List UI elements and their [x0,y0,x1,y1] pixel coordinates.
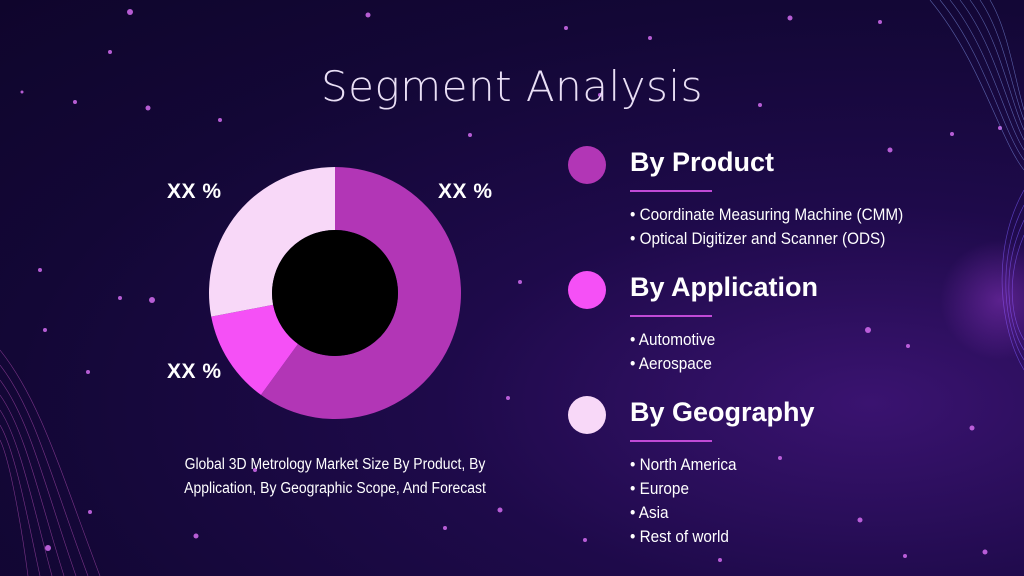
legend-heading-product: By Product [630,147,775,177]
list-item: Europe [630,477,737,501]
legend-heading-geography: By Geography [630,397,815,427]
legend-segment-application: By Application Automotive Aerospace [568,270,1008,395]
legend-items-product: Coordinate Measuring Machine (CMM) Optic… [630,203,904,251]
legend-items-geography: North America Europe Asia Rest of world [630,453,737,549]
list-item: Rest of world [630,525,737,549]
donut-chart [200,158,470,428]
donut-slice-product [260,167,461,419]
donut-slice-application [211,304,298,395]
chart-caption: Global 3D Metrology Market Size By Produ… [169,453,502,501]
legend-dot-geography [568,396,606,434]
legend-dot-product [568,146,606,184]
page-title: Segment Analysis [321,62,703,111]
list-item: Asia [630,501,737,525]
data-label-product: XX % [438,180,493,203]
legend-items-application: Automotive Aerospace [630,328,716,376]
donut-hole [272,230,398,356]
heading-underline [630,315,712,317]
legend-segment-product: By Product Coordinate Measuring Machine … [568,145,1008,270]
legend-segment-geography: By Geography North America Europe Asia R… [568,395,1008,546]
legend-dot-application [568,271,606,309]
list-item: Aerospace [630,352,715,376]
wave-lines-bottom-left [0,349,101,576]
legend-heading-application: By Application [630,272,819,302]
list-item: Coordinate Measuring Machine (CMM) [630,203,904,227]
list-item: Optical Digitizer and Scanner (ODS) [630,227,903,251]
data-label-application: XX % [167,360,222,383]
list-item: Automotive [630,328,716,352]
segment-legend: By Product Coordinate Measuring Machine … [568,145,1008,546]
heading-underline [630,440,712,442]
heading-underline [630,190,712,192]
list-item: North America [630,453,737,477]
data-label-geography: XX % [167,180,222,203]
caption-line-1: Global 3D Metrology Market Size By Produ… [184,456,486,473]
donut-slice-geography [209,167,335,317]
donut-chart-svg [209,167,461,419]
caption-line-2: Application, By Geographic Scope, And Fo… [184,480,486,497]
